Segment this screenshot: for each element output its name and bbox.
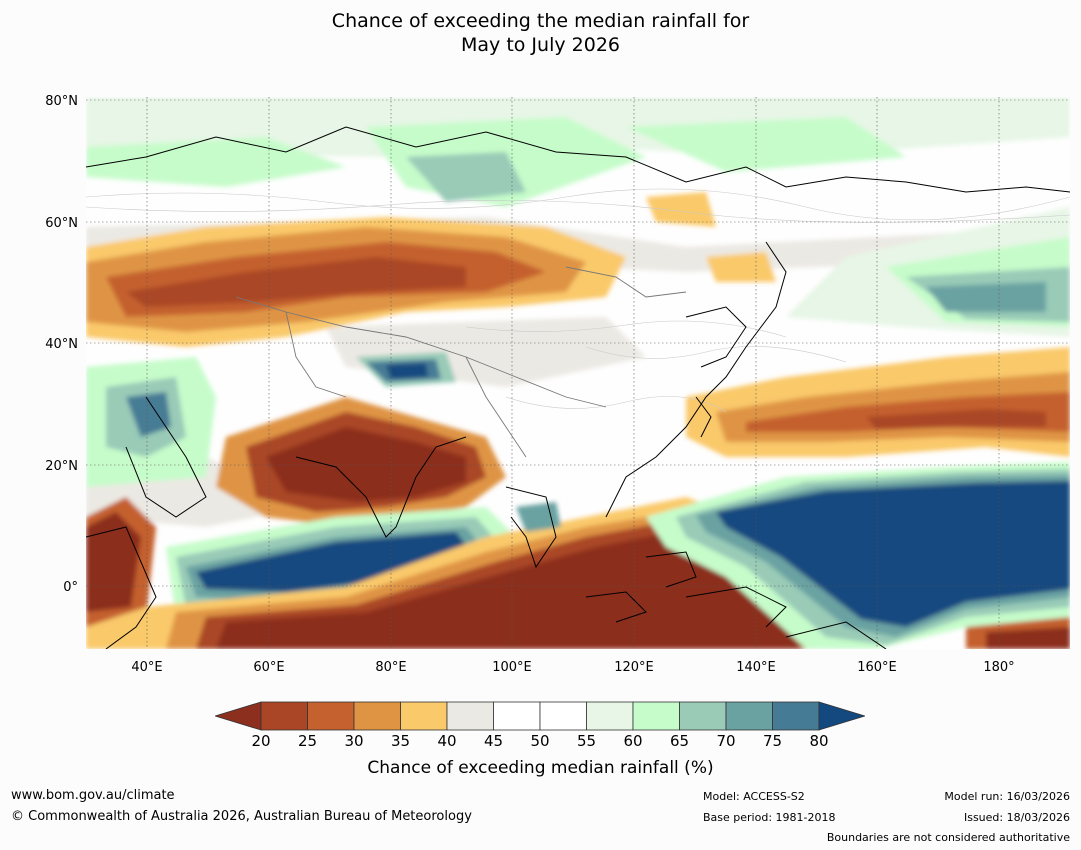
title-line-2: May to July 2026 bbox=[461, 34, 620, 56]
colorbar-box bbox=[725, 701, 773, 731]
colorbar-tick-label: 80 bbox=[809, 732, 829, 750]
colorbar-box bbox=[446, 701, 494, 731]
rainfall-field bbox=[86, 97, 1070, 649]
colorbar-box bbox=[679, 701, 727, 731]
lon-label-120e: 120°E bbox=[614, 660, 654, 675]
colorbar-extend-low bbox=[215, 701, 262, 731]
lon-label-80e: 80°E bbox=[375, 660, 407, 675]
contour-lines bbox=[86, 188, 1070, 413]
graticule bbox=[86, 97, 1070, 649]
colorbar-tick-label: 40 bbox=[437, 732, 457, 750]
copyright-text: © Commonwealth of Australia 2026, Austra… bbox=[11, 809, 472, 824]
colorbar-box bbox=[260, 701, 308, 731]
colorbar-tick-label: 55 bbox=[576, 732, 597, 750]
colorbar-label: Chance of exceeding median rainfall (%) bbox=[367, 758, 714, 778]
model-run-text: Model run: 16/03/2026 bbox=[944, 790, 1070, 803]
lon-label-100e: 100°E bbox=[492, 660, 532, 675]
coastlines bbox=[86, 126, 1070, 649]
colorbar-tick-label: 50 bbox=[530, 732, 550, 750]
lat-label-40n: 40°N bbox=[45, 337, 78, 352]
colorbar-tick-label: 75 bbox=[762, 732, 783, 750]
disclaimer-text: Boundaries are not considered authoritat… bbox=[826, 831, 1070, 844]
colorbar-tick-label: 20 bbox=[251, 732, 271, 750]
lat-label-80n: 80°N bbox=[45, 94, 78, 109]
lon-label-60e: 60°E bbox=[253, 660, 285, 675]
website-link[interactable]: www.bom.gov.au/climate bbox=[11, 788, 175, 803]
colorbar-box bbox=[586, 701, 634, 731]
colorbar-tick-label: 65 bbox=[669, 732, 690, 750]
model-text: Model: ACCESS-S2 bbox=[703, 790, 805, 803]
lat-label-60n: 60°N bbox=[45, 216, 78, 231]
issued-text: Issued: 18/03/2026 bbox=[963, 811, 1070, 824]
colorbar-tick-label: 25 bbox=[297, 732, 318, 750]
colorbar-box bbox=[772, 701, 820, 731]
colorbar-box bbox=[493, 701, 541, 731]
title-line-1: Chance of exceeding the median rainfall … bbox=[331, 10, 750, 32]
colorbar-box bbox=[632, 701, 680, 731]
colorbar-box bbox=[400, 701, 448, 731]
base-period-text: Base period: 1981-2018 bbox=[703, 811, 836, 824]
lon-label-140e: 140°E bbox=[736, 660, 776, 675]
lat-label-0: 0° bbox=[63, 580, 78, 595]
colorbar-tick-label: 45 bbox=[483, 732, 504, 750]
colorbar-tick-label: 30 bbox=[344, 732, 364, 750]
colorbar-tick-label: 60 bbox=[623, 732, 643, 750]
colorbar-box bbox=[539, 701, 587, 731]
lon-label-180: 180° bbox=[983, 660, 1015, 675]
lon-label-160e: 160°E bbox=[857, 660, 897, 675]
colorbar-tick-label: 35 bbox=[390, 732, 411, 750]
lat-label-20n: 20°N bbox=[45, 459, 78, 474]
colorbar-box bbox=[307, 701, 355, 731]
colorbar-tick-label: 70 bbox=[716, 732, 736, 750]
colorbar-box bbox=[353, 701, 401, 731]
chart-title: Chance of exceeding the median rainfall … bbox=[0, 9, 1081, 57]
colorbar-extend-high bbox=[818, 701, 865, 731]
colorbar bbox=[215, 701, 865, 731]
rainfall-map bbox=[86, 97, 1070, 649]
country-borders bbox=[235, 266, 687, 458]
lon-label-40e: 40°E bbox=[131, 660, 163, 675]
map-svg bbox=[86, 97, 1070, 649]
